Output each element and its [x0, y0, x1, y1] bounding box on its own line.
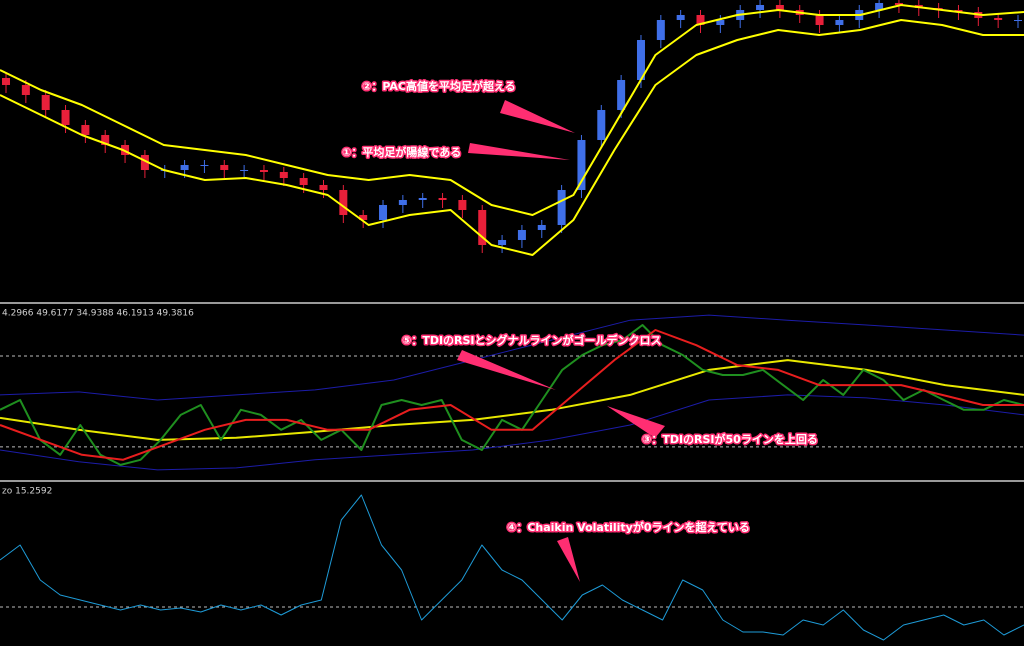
annotation: ④：Chaikin Volatilityが0ラインを超えている	[507, 520, 750, 534]
candle-body	[775, 5, 784, 10]
indicator-line	[0, 394, 1024, 471]
indicator-line	[0, 19, 1024, 256]
indicator-line	[0, 4, 1024, 216]
candle-body	[240, 170, 249, 171]
candle-body	[398, 200, 407, 205]
indicator-line	[0, 324, 1024, 466]
candle-body	[220, 165, 229, 170]
annotation: ②：PAC高値を平均足が超える	[362, 79, 516, 93]
candle-body	[577, 140, 586, 190]
candle-body	[894, 3, 903, 5]
indicator-header: zo 15.2592	[2, 487, 52, 497]
annotation-arrow	[557, 537, 580, 582]
candle-body	[696, 15, 705, 25]
candle-body	[101, 135, 110, 145]
indicator-line	[0, 359, 1024, 441]
candle-body	[2, 78, 10, 85]
candle-body	[835, 20, 844, 25]
annotation: ⑤：TDIのRSIとシグナルラインがゴールデンクロス	[402, 333, 662, 347]
annotation: ③：TDIのRSIが50ラインを上回る	[642, 432, 818, 446]
candle-body	[656, 20, 665, 40]
candle-body	[61, 110, 70, 125]
candle-body	[339, 190, 348, 215]
candle-body	[756, 5, 765, 10]
annotation-arrow	[607, 406, 665, 438]
candle-body	[517, 230, 526, 240]
candle-body	[557, 190, 566, 225]
candle-body	[815, 15, 824, 25]
candle-body	[319, 185, 328, 190]
candle-body	[458, 200, 467, 210]
candle-body	[498, 240, 507, 245]
candle-body	[259, 170, 268, 172]
candle-body	[617, 80, 626, 110]
candle-body	[597, 110, 606, 140]
candle-body	[537, 225, 546, 230]
annotation-arrow	[468, 143, 570, 160]
candle-body	[81, 125, 90, 135]
candle-body	[438, 198, 447, 200]
candle-body	[180, 165, 189, 170]
candle-body	[299, 178, 308, 185]
candle-body	[279, 172, 288, 178]
indicator-line	[0, 329, 1024, 461]
indicator-line	[0, 314, 1024, 401]
candle-body	[41, 95, 50, 110]
candle-body	[140, 155, 149, 170]
candle-body	[1014, 20, 1022, 21]
indicator-header: 4.2966 49.6177 34.9388 46.1913 49.3816	[2, 309, 194, 319]
candle-body	[676, 15, 685, 20]
candle-body	[200, 165, 209, 166]
candle-body	[379, 205, 388, 220]
candle-body	[875, 3, 884, 10]
annotation: ①：平均足が陽線である	[342, 145, 461, 159]
annotation-arrow	[500, 100, 575, 133]
candle-body	[716, 20, 725, 25]
candle-body	[359, 215, 368, 220]
annotation-arrow	[457, 350, 556, 390]
candle-body	[21, 85, 30, 95]
candle-body	[994, 18, 1003, 20]
candle-body	[418, 198, 427, 200]
indicator-line	[0, 494, 1024, 641]
candle-body	[478, 210, 487, 245]
candle-body	[636, 40, 645, 80]
